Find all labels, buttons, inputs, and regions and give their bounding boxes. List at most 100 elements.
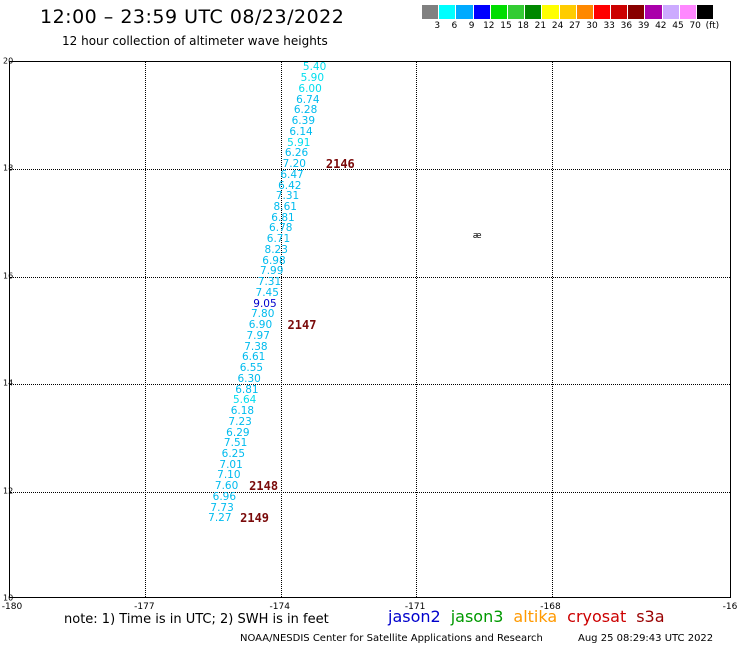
wave-height-point: 6.98 (262, 254, 286, 267)
color-scale-cell (628, 5, 646, 19)
longitude-tick-label: -16 (722, 602, 738, 612)
color-scale-cell (490, 5, 508, 19)
wave-height-point: 7.23 (228, 415, 252, 428)
color-scale-label: 42 (655, 21, 667, 31)
latitude-gridline (10, 384, 730, 386)
wave-height-point: 6.47 (280, 168, 304, 181)
latitude-tick-label: 10 (3, 593, 14, 603)
wave-height-point: 7.27 (208, 512, 232, 525)
longitude-gridline (416, 62, 418, 597)
wave-height-point: 6.78 (269, 222, 293, 235)
wave-height-point: 7.38 (244, 340, 268, 353)
wave-height-point: 6.55 (239, 362, 264, 375)
map-plot-area: 5.40 5.90 6.00 6.74 6.28 6.39 6.14 5.91 6.26 7.20… (9, 61, 731, 598)
wave-height-point: 6.61 (241, 351, 266, 364)
color-scale-bar (422, 5, 715, 19)
wave-height-point: 7.20 (282, 158, 306, 171)
latitude-gridline (10, 169, 730, 171)
color-scale-label: 33 (603, 21, 615, 31)
legend-cryosat: cryosat (567, 607, 627, 626)
color-scale-cell (645, 5, 663, 19)
color-scale-cell (559, 5, 577, 19)
wave-height-point: 6.96 (212, 490, 237, 503)
wave-height-point: 7.45 (255, 286, 279, 299)
color-scale-cell (542, 5, 560, 19)
color-scale-label: 39 (637, 21, 650, 31)
generation-timestamp: Aug 25 08:29:43 UTC 2022 (578, 633, 714, 644)
credit-line: NOAA/NESDIS Center for Satellite Applica… (240, 633, 543, 644)
color-scale-label: 6 (451, 21, 458, 31)
wave-height-point: 7.73 (210, 501, 234, 514)
map-subtitle: 12 hour collection of altimeter wave hei… (62, 34, 328, 48)
longitude-gridline (551, 62, 553, 597)
wave-height-point: 6.18 (230, 405, 255, 418)
legend-altika: altika (513, 607, 558, 626)
color-scale-label: 30 (586, 21, 598, 31)
wave-height-point: 6.71 (266, 233, 291, 246)
legend-s3a: s3a (636, 607, 665, 626)
wave-height-point: 6.81 (271, 211, 295, 224)
color-scale-label: 21 (534, 21, 547, 31)
latitude-tick-label: 12 (3, 486, 14, 496)
color-scale-cell (662, 5, 680, 19)
latitude-tick-label: 14 (3, 378, 14, 388)
wave-height-point: 5.40 (302, 61, 327, 74)
color-scale-label: 18 (517, 21, 529, 31)
pass-number-label: 2146 (325, 157, 355, 172)
color-scale-cell (456, 5, 474, 19)
wave-height-point: 8.61 (273, 200, 297, 213)
wave-height-point: 8.23 (264, 243, 288, 256)
wave-height-point: 6.25 (221, 448, 246, 460)
color-scale-label: (ft) (705, 21, 720, 31)
color-scale-cell (525, 5, 543, 19)
color-scale-label: 45 (672, 21, 684, 31)
legend-jason3: jason3 (450, 607, 504, 626)
color-scale-cell (507, 5, 526, 19)
color-scale-label: 9 (468, 21, 475, 31)
wave-height-point: 6.42 (278, 179, 302, 192)
wave-height-point: 6.30 (237, 372, 261, 385)
wave-height-point: 7.99 (260, 265, 284, 278)
longitude-tick-label: -171 (404, 602, 426, 612)
color-scale-label: 3 (434, 21, 441, 31)
wave-height-point: 6.39 (291, 115, 316, 128)
longitude-tick-label: -180 (1, 602, 23, 612)
pass-number-label: 2148 (249, 479, 279, 494)
wave-height-point: 6.90 (248, 319, 273, 332)
wave-height-point: 5.64 (232, 394, 257, 407)
color-scale-cell (576, 5, 594, 19)
longitude-tick-label: -168 (540, 602, 561, 612)
color-scale-labels: 3 6 9 12 15 18 21 24 27 30 33 36 39 42 45 70 (ft) (422, 21, 740, 33)
longitude-tick-label: -174 (269, 602, 290, 612)
legend-jason2: jason2 (388, 607, 441, 626)
wave-height-point: 5.91 (287, 136, 311, 149)
latitude-tick-label: 18 (3, 163, 14, 173)
latitude-tick-label: 16 (3, 271, 14, 281)
wave-height-point: 7.80 (250, 308, 275, 321)
pass-number-label: 2149 (240, 511, 270, 526)
color-scale-label: 12 (483, 21, 495, 31)
color-scale-cell (679, 5, 697, 19)
color-scale-cell (439, 5, 457, 19)
map-title: 12:00 – 23:59 UTC 08/23/2022 (40, 6, 345, 28)
wave-height-point: 7.97 (246, 329, 270, 342)
wave-height-point: 6.14 (289, 125, 313, 138)
color-scale-cell (611, 5, 629, 19)
island-marker: æ (472, 230, 482, 241)
wave-height-point: 6.28 (293, 104, 318, 117)
wave-height-point: 7.31 (275, 190, 300, 203)
footnote: note: 1) Time is in UTC; 2) SWH is in fe… (64, 612, 329, 627)
color-scale-label: 15 (500, 21, 512, 31)
satellite-legend: jason2 jason3 altika cryosat s3a (388, 607, 665, 626)
wave-height-point: 9.05 (253, 297, 277, 310)
wave-height-point: 6.26 (284, 147, 309, 160)
wave-height-point: 6.29 (226, 426, 250, 439)
longitude-gridline (145, 62, 147, 597)
wave-height-point: 7.60 (214, 480, 239, 493)
longitude-gridline (280, 62, 282, 597)
wave-height-point: 7.51 (223, 437, 248, 450)
color-scale-cell (593, 5, 612, 19)
wave-height-point: 6.81 (235, 383, 259, 396)
wave-height-point: 7.31 (257, 276, 282, 289)
latitude-tick-label: 20 (3, 56, 14, 66)
